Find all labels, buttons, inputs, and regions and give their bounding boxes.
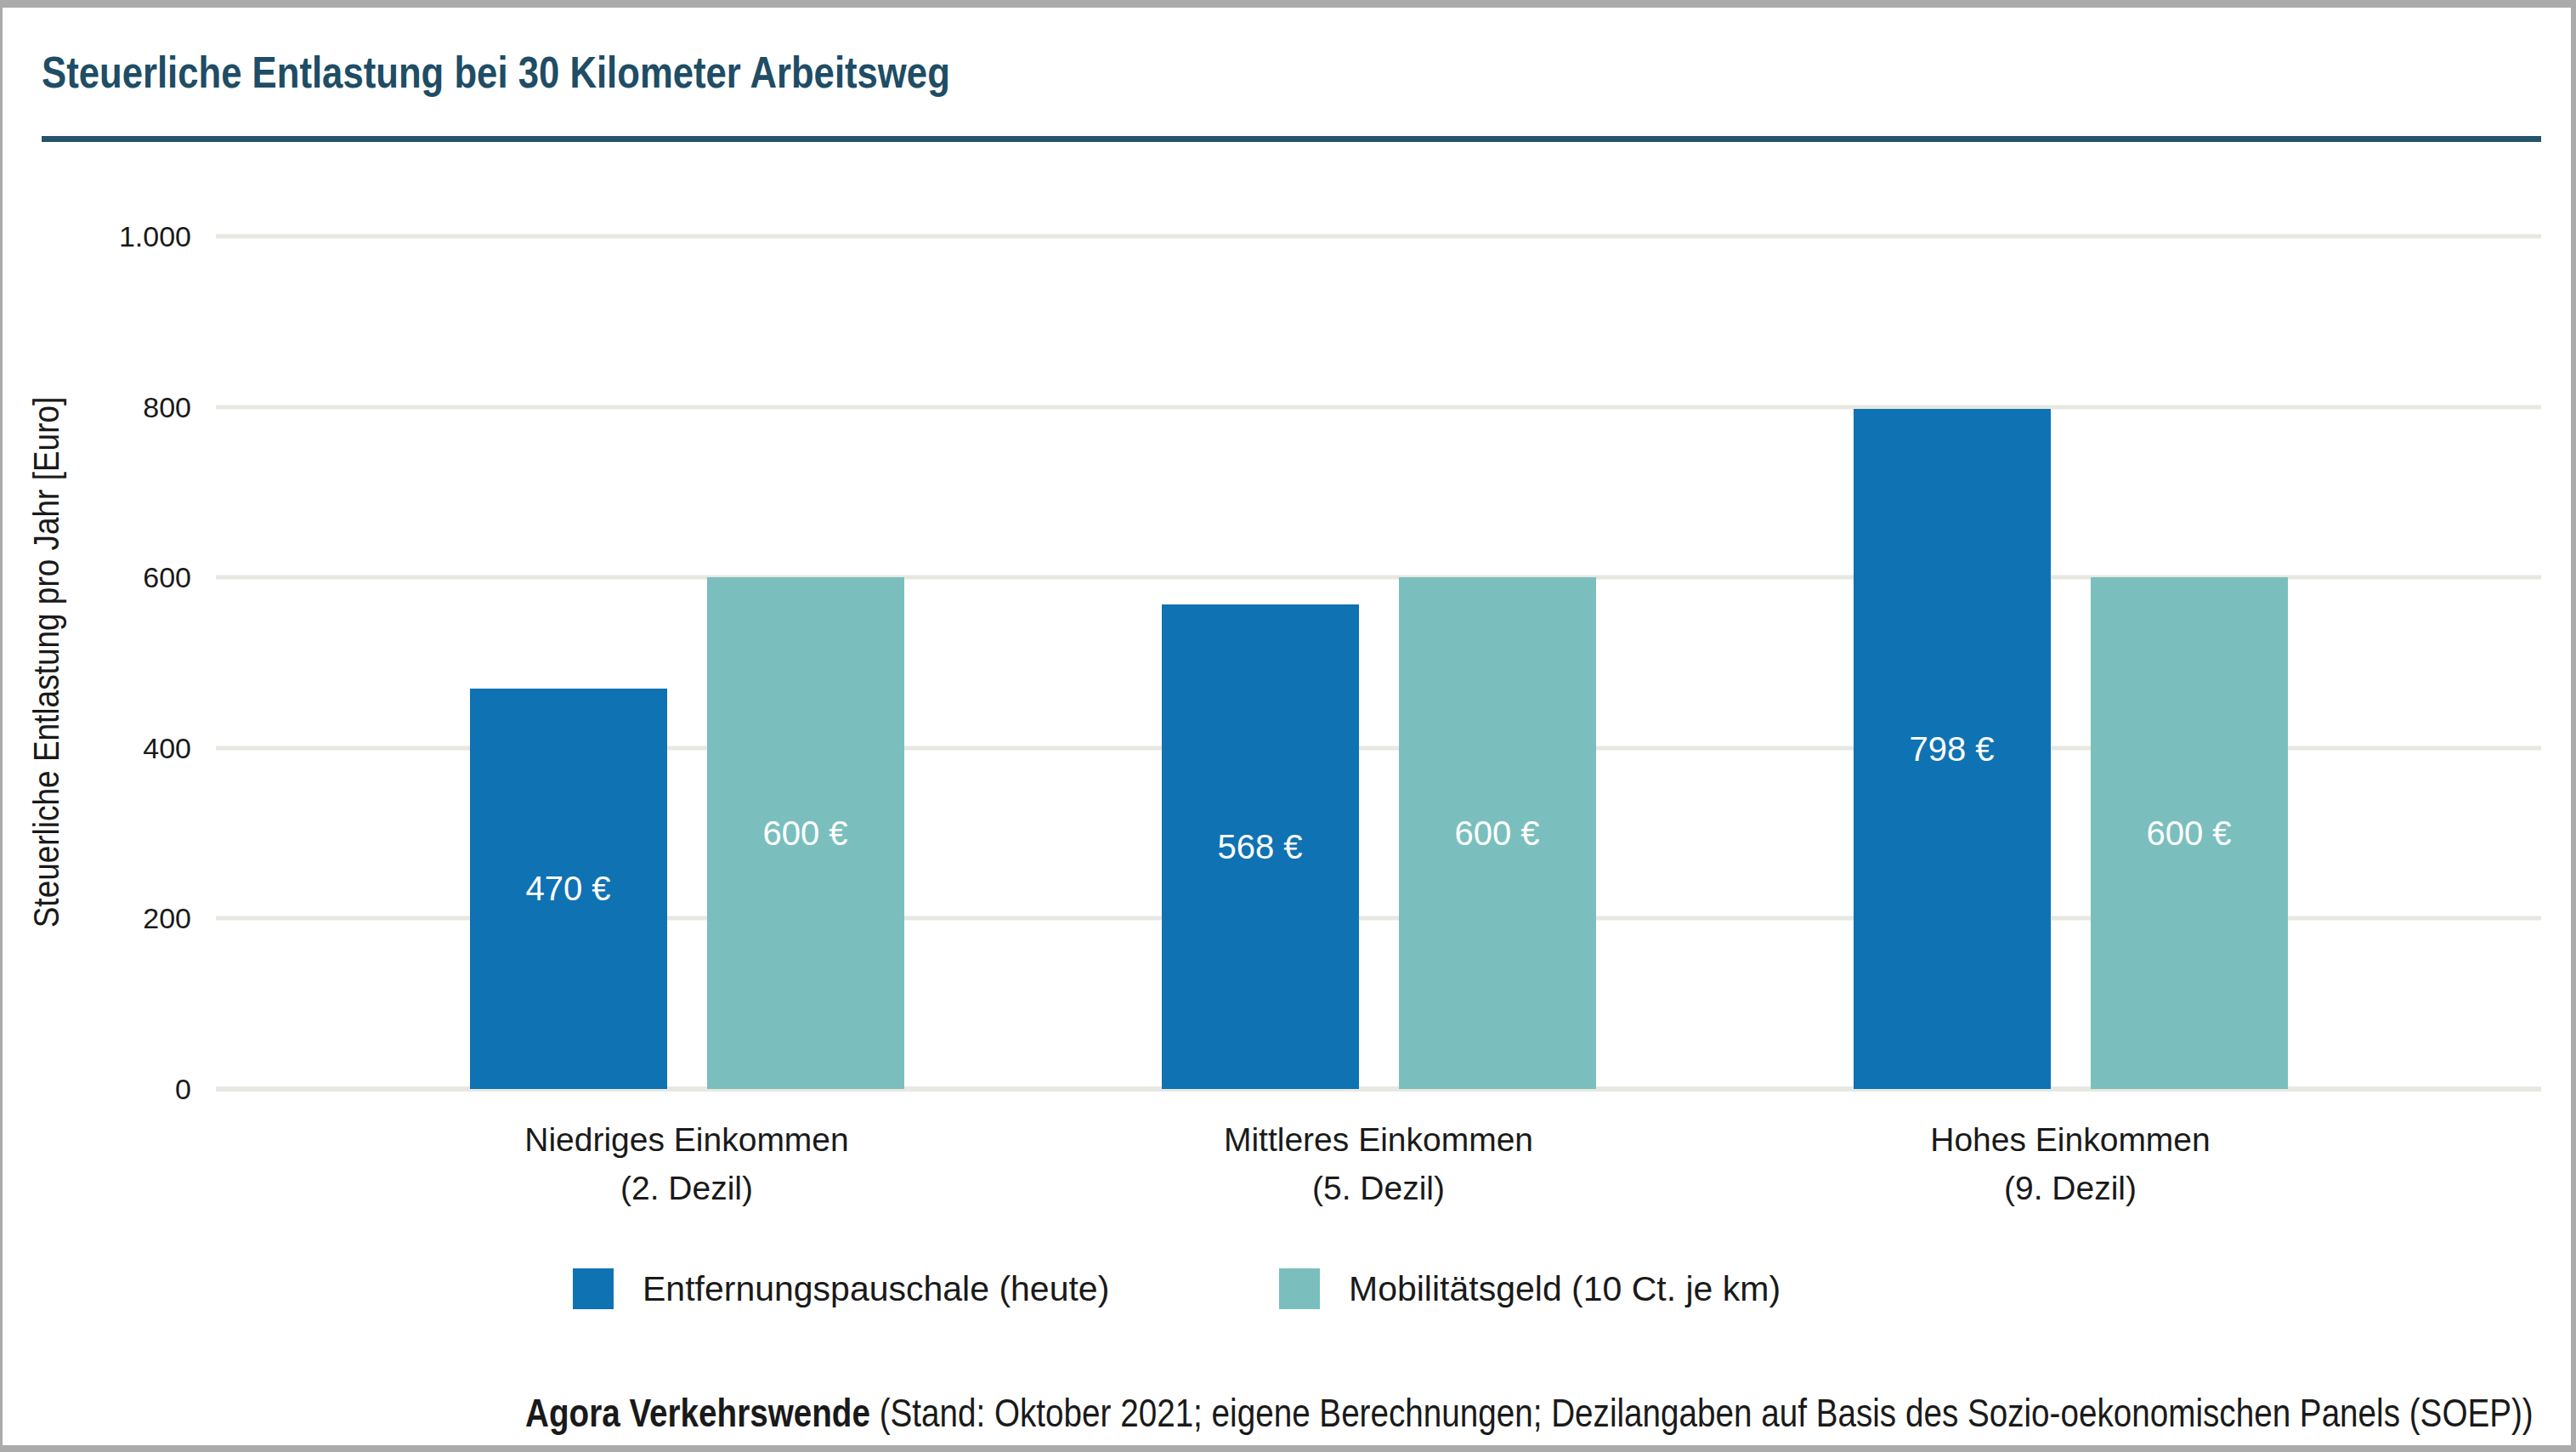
bar-series1-group2: 568 €: [1162, 604, 1359, 1089]
legend-label: Mobilitätsgeld (10 Ct. je km): [1349, 1269, 1781, 1309]
x-category-label-line: (5. Dezil): [1081, 1164, 1676, 1212]
bar-value-label: 470 €: [525, 870, 610, 908]
x-category-label-line: (2. Dezil): [389, 1164, 984, 1212]
source-details: (Stand: Oktober 2021; eigene Berechnunge…: [870, 1391, 2534, 1435]
y-tick-label: 200: [143, 902, 191, 935]
y-tick-label: 800: [143, 390, 191, 423]
x-category-label-line: (9. Dezil): [1773, 1164, 2368, 1212]
x-category-label-3: Hohes Einkommen(9. Dezil): [1773, 1115, 2368, 1212]
source-name: Agora Verkehrswende: [525, 1391, 870, 1435]
bar-series2-group1: 600 €: [707, 577, 904, 1089]
chart-title: Steuerliche Entlastung bei 30 Kilometer …: [42, 48, 950, 97]
y-tick-label: 400: [143, 731, 191, 764]
bar-series2-group3: 600 €: [2091, 577, 2288, 1089]
y-axis-tick-labels: 1.0008006004002000: [3, 236, 191, 1089]
bar-series1-group1: 470 €: [470, 689, 667, 1089]
gridline-1000: [216, 235, 2541, 239]
bar-series1-group3: 798 €: [1854, 409, 2051, 1089]
bar-value-label: 568 €: [1217, 828, 1302, 866]
legend-entry-2: Mobilitätsgeld (10 Ct. je km): [1279, 1268, 1781, 1309]
y-tick-label: 600: [143, 561, 191, 594]
bar-value-label: 600 €: [762, 814, 847, 853]
legend-entry-1: Entfernungspauschale (heute): [573, 1268, 1109, 1309]
x-category-label-line: Mittleres Einkommen: [1081, 1115, 1676, 1164]
bar-value-label: 798 €: [1909, 730, 1994, 769]
bar-value-label: 600 €: [2146, 814, 2231, 853]
chart-canvas: Steuerliche Entlastung bei 30 Kilometer …: [0, 0, 2576, 1452]
plot-area: 470 € 600 € 568 € 600 € 798 € 600 €: [216, 236, 2541, 1089]
legend-swatch: [1279, 1268, 1320, 1309]
gridline-800: [216, 405, 2541, 409]
x-category-label-1: Niedriges Einkommen(2. Dezil): [389, 1115, 984, 1212]
x-category-label-2: Mittleres Einkommen(5. Dezil): [1081, 1115, 1676, 1212]
x-category-label-line: Niedriges Einkommen: [389, 1115, 984, 1164]
source-note: Agora Verkehrswende (Stand: Oktober 2021…: [525, 1390, 2534, 1436]
y-tick-label: 0: [175, 1073, 191, 1106]
legend-label: Entfernungspauschale (heute): [643, 1269, 1109, 1309]
x-category-label-line: Hohes Einkommen: [1773, 1115, 2368, 1164]
bar-series2-group2: 600 €: [1399, 577, 1596, 1089]
bar-value-label: 600 €: [1454, 814, 1539, 853]
y-tick-label: 1.000: [119, 220, 191, 253]
title-rule: [42, 136, 2541, 142]
legend-swatch: [573, 1268, 614, 1309]
